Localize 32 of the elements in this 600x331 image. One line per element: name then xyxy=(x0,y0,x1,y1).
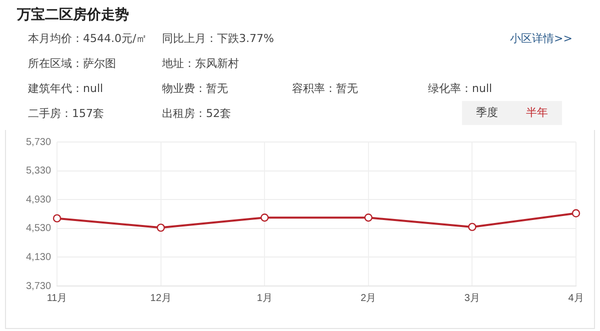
text: 建筑年代：null xyxy=(28,81,104,97)
text: 地址：东风新村 xyxy=(162,56,239,72)
point xyxy=(260,214,269,222)
text: 出租房：52套 xyxy=(162,106,231,122)
x-tick-label: 4月 xyxy=(568,292,584,304)
text: 物业费：暂无 xyxy=(162,81,228,97)
point xyxy=(364,214,373,222)
y-tick-label: 4,130 xyxy=(26,252,52,263)
point xyxy=(156,224,165,232)
text: 绿化率：null xyxy=(428,81,492,97)
y-tick-label: 4,530 xyxy=(26,223,52,234)
x-tick-label: 1月 xyxy=(256,292,272,304)
text: 本月均价：4544.0元/㎡ xyxy=(28,31,148,47)
point xyxy=(468,222,476,232)
y-tick-label: 3,730 xyxy=(26,280,52,292)
text: 所在区域：萨尔图 xyxy=(28,56,116,72)
chart-title: 万宝二区房价走势 xyxy=(17,6,129,24)
text: 二手房：157套 xyxy=(28,106,104,122)
text: 半年 xyxy=(512,101,562,125)
text: 容积率：暂无 xyxy=(292,81,358,97)
point xyxy=(52,214,62,222)
x-tick-label: 2月 xyxy=(360,292,376,304)
x-tick-label: 12月 xyxy=(150,292,172,304)
x-tick-label: 11月 xyxy=(46,292,68,304)
text: 同比上月：下跌3.77% xyxy=(162,31,274,47)
x-tick-label: 3月 xyxy=(464,292,480,304)
y-tick-label: 4,930 xyxy=(26,194,52,206)
point xyxy=(572,209,580,218)
text: 小区详情>> xyxy=(510,31,572,47)
y-tick-label: 5,330 xyxy=(26,166,52,177)
y-tick-label: 5,730 xyxy=(26,136,52,148)
text: 季度 xyxy=(462,101,512,125)
